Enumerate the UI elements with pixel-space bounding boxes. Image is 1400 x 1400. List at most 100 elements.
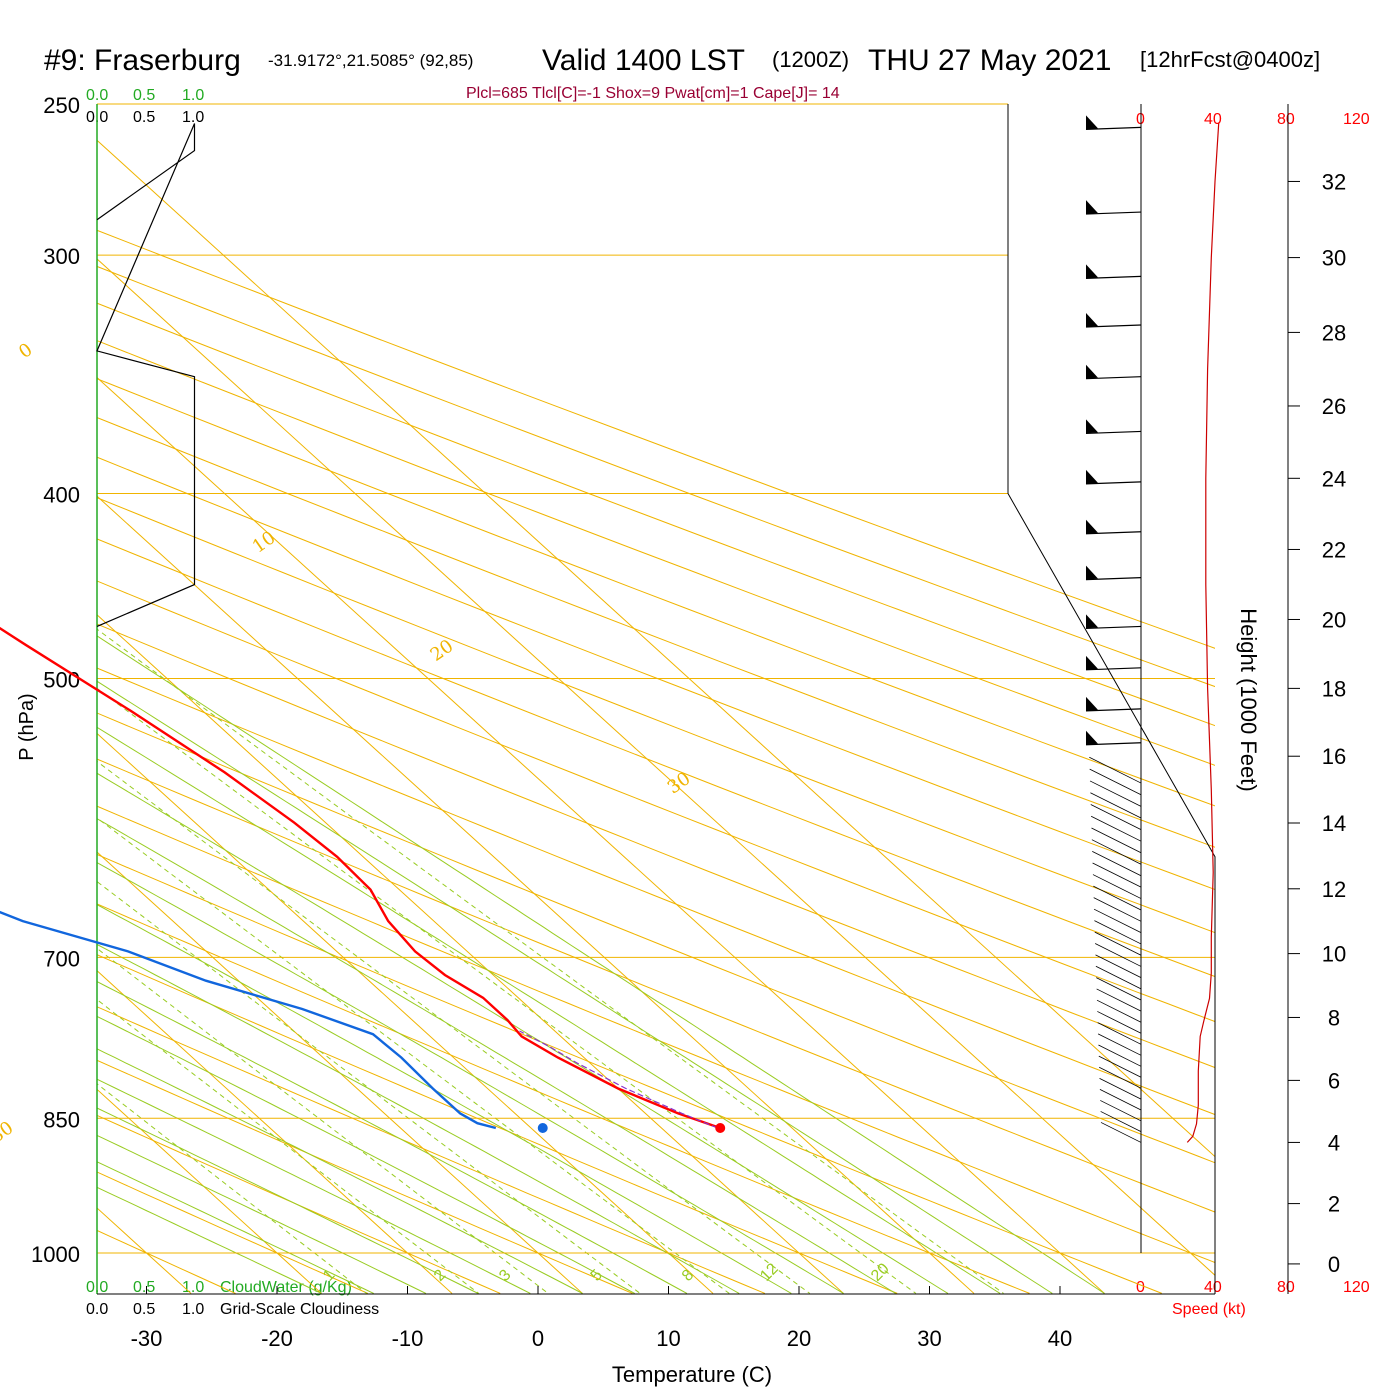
wind-barb-shaft: [1096, 988, 1142, 1012]
wind-barb: [1085, 519, 1142, 535]
dry-adiabat-line: [97, 1171, 369, 1294]
moist-adiabat-line: [97, 635, 1105, 1294]
pressure-tick-label: 250: [43, 93, 80, 118]
height-tick-label: 6: [1328, 1068, 1340, 1093]
parcel-path-line: [519, 1030, 718, 1129]
wind-barb: [1085, 614, 1142, 630]
stability-indices: Plcl=685 Tlcl[C]=-1 Shox=9 Pwat[cm]=1 Ca…: [466, 85, 840, 102]
pressure-tick-label: 850: [43, 1107, 80, 1132]
speed-axis-label: Speed (kt): [1172, 1301, 1246, 1318]
wind-barb: [1085, 115, 1142, 130]
cloud-green-tick-top: 1.0: [182, 87, 204, 104]
wind-barb-shaft: [1085, 577, 1142, 581]
wind-barb-shaft: [1096, 999, 1142, 1023]
wind-barb-shaft: [1099, 1078, 1142, 1100]
temperature-tick-label: 40: [1048, 1326, 1072, 1351]
moist-adiabat-line: [97, 1048, 583, 1294]
wind-barb-shaft: [1090, 792, 1142, 819]
wind-barb-shaft: [1092, 850, 1142, 877]
background-lines: [97, 139, 1215, 1294]
y-axis-title: P (hPa): [16, 693, 38, 760]
dry-adiabat-line: [97, 623, 1215, 1069]
wind-barb-shaft: [1085, 430, 1142, 435]
height-tick-label: 4: [1328, 1130, 1340, 1155]
height-tick-label: 2: [1328, 1192, 1340, 1217]
wind-barb-shaft: [1085, 481, 1142, 485]
wind-barb-shaft: [1091, 839, 1142, 865]
dry-adiabat-line: [97, 903, 1030, 1294]
moist-adiabat-line: [97, 1078, 531, 1294]
mixing-ratio-label: 8: [679, 1266, 697, 1284]
speed-tick-bottom: 0: [1136, 1279, 1145, 1296]
dry-adiabat-line: [97, 853, 1162, 1294]
wind-barb: [1085, 364, 1142, 380]
mixing-ratio-line: [97, 760, 810, 1294]
wind-barb-shaft: [1093, 885, 1142, 911]
speed-tick-bottom: 120: [1343, 1279, 1370, 1296]
height-tick-label: 18: [1322, 676, 1346, 701]
wind-barb: [1085, 655, 1142, 671]
moist-adiabat-line: [97, 1015, 635, 1294]
isotherm-line: [97, 139, 1215, 1158]
mixing-ratio-label: 3: [496, 1266, 514, 1284]
cloud-green-tick-bottom: 1.0: [182, 1279, 204, 1296]
isotherm-label: 0: [15, 339, 36, 363]
cloud-black-tick-top: 1.0: [182, 109, 204, 126]
temperature-tick-label: 20: [787, 1326, 811, 1351]
dry-adiabat-line: [97, 954, 898, 1294]
wind-barb-pennant: [1086, 469, 1098, 484]
wind-barb-shaft: [1093, 897, 1142, 922]
mixing-ratio-label: 5: [588, 1266, 606, 1284]
cloud-green-tick-bottom: 0.5: [133, 1279, 155, 1296]
isotherm-line: [97, 258, 1215, 1276]
speed-scale-bottom: 0 40 80 120 Speed (kt): [1136, 1279, 1370, 1318]
dry-adiabat-line: [97, 805, 1215, 1264]
cloud-green-tick-top: 0.0: [86, 87, 108, 104]
moist-adiabat-line: [97, 1107, 479, 1294]
moist-adiabat-line: [97, 904, 792, 1294]
wind-barb-pennant: [1086, 312, 1098, 327]
wind-barb-shaft: [1100, 1100, 1142, 1122]
plot-frame: [96, 103, 1289, 1295]
height-tick-label: 28: [1322, 320, 1346, 345]
wind-barb: [1085, 200, 1142, 215]
mixing-ratio-line: [97, 628, 1004, 1294]
wind-barb-shaft: [1085, 376, 1142, 380]
dry-adiabat-line: [97, 417, 1215, 848]
wind-barb-shaft: [1085, 708, 1142, 712]
valid-time: Valid 1400 LST: [542, 44, 745, 77]
wind-barb: [1085, 264, 1142, 280]
speed-tick-bottom: 80: [1277, 1279, 1295, 1296]
isotherm-line: [97, 732, 714, 1294]
dry-adiabat-line: [97, 378, 1215, 807]
wind-barb-shaft: [1097, 1022, 1142, 1045]
isotherm-line: [97, 851, 583, 1294]
isotherm-line: [97, 614, 844, 1294]
speed-tick-top: 80: [1277, 111, 1295, 128]
height-tick-label: 26: [1322, 394, 1346, 419]
dry-adiabat-line: [97, 712, 1215, 1164]
x-axis-title: Temperature (C): [612, 1362, 772, 1387]
wind-barb-pennant: [1086, 696, 1098, 711]
valid-date: THU 27 May 2021: [868, 44, 1111, 77]
temperature-tick-label: -10: [392, 1326, 424, 1351]
wind-barb-pennant: [1086, 419, 1098, 434]
wind-barb-pennant: [1086, 655, 1098, 670]
station-coords: -31.9172°,21.5085° (92,85): [268, 51, 473, 70]
height-tick-label: 30: [1322, 246, 1346, 271]
moist-adiabat-line: [97, 862, 844, 1294]
wind-barb: [1085, 696, 1142, 712]
wind-barb-pennant: [1086, 730, 1098, 745]
wind-barb: [1085, 565, 1142, 581]
pressure-tick-label: 500: [43, 668, 80, 693]
wind-barb-shaft: [1100, 1122, 1142, 1143]
moist-adiabat-line: [97, 772, 949, 1294]
wind-barb-pennant: [1086, 200, 1098, 215]
station-title: #9: Fraserburg: [44, 44, 241, 77]
wind-barb-shaft: [1100, 1111, 1142, 1132]
wind-barb: [1085, 469, 1142, 485]
zulu-time: (1200Z): [772, 47, 849, 72]
wind-barb-shaft: [1098, 1055, 1142, 1078]
wind-barb-shaft: [1089, 756, 1142, 784]
dry-adiabat-line: [97, 580, 1215, 1023]
